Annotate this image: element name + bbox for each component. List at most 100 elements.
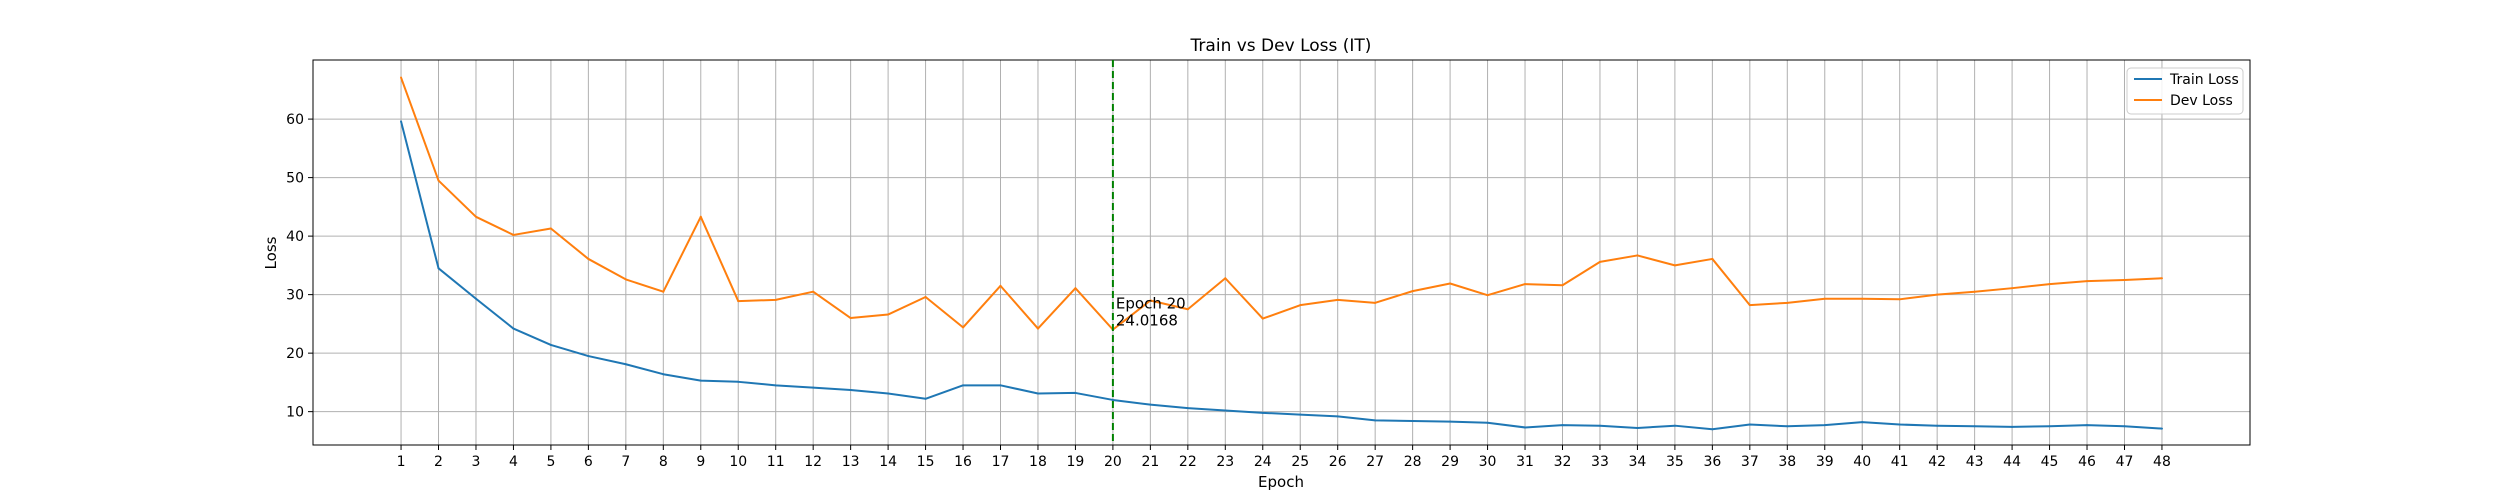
data-point-dev-loss: [400, 76, 403, 79]
y-tick-label: 50: [286, 171, 304, 187]
data-point-dev-loss: [962, 326, 965, 329]
x-tick-label: 1: [397, 454, 406, 470]
data-point-dev-loss: [774, 298, 777, 301]
x-tick-label: 6: [584, 454, 593, 470]
x-tick-label: 30: [1479, 454, 1497, 470]
data-point-train-loss: [1673, 424, 1676, 427]
x-tick-label: 39: [1816, 454, 1834, 470]
data-point-dev-loss: [1673, 264, 1676, 267]
data-point-train-loss: [2123, 425, 2126, 428]
data-point-dev-loss: [1898, 298, 1901, 301]
data-point-train-loss: [737, 380, 740, 383]
data-point-dev-loss: [662, 290, 665, 293]
data-point-dev-loss: [1973, 290, 1976, 293]
data-point-train-loss: [1186, 407, 1189, 410]
data-point-dev-loss: [2011, 287, 2014, 290]
x-tick-label: 28: [1404, 454, 1422, 470]
y-tick-label: 20: [286, 346, 304, 362]
legend-label-train-loss: Train Loss: [2169, 72, 2239, 88]
plot-area-frame: [312, 59, 2251, 446]
data-point-dev-loss: [2160, 277, 2163, 280]
y-tick-label: 40: [286, 229, 304, 245]
data-point-train-loss: [699, 379, 702, 382]
data-point-dev-loss: [1524, 283, 1527, 286]
data-point-train-loss: [1149, 403, 1152, 406]
data-point-train-loss: [1561, 424, 1564, 427]
data-point-train-loss: [1336, 415, 1339, 418]
x-tick-label: 20: [1104, 454, 1122, 470]
data-point-train-loss: [2048, 425, 2051, 428]
data-point-train-loss: [1786, 425, 1789, 428]
x-tick-label: 48: [2153, 454, 2171, 470]
data-point-dev-loss: [1861, 297, 1864, 300]
data-point-train-loss: [474, 297, 477, 300]
x-tick-label: 40: [1853, 454, 1871, 470]
x-tick-label: 2: [434, 454, 443, 470]
x-tick-label: 15: [917, 454, 935, 470]
x-tick-label: 37: [1741, 454, 1759, 470]
data-point-dev-loss: [1186, 308, 1189, 311]
data-point-dev-loss: [474, 215, 477, 218]
x-tick-label: 5: [546, 454, 555, 470]
data-point-train-loss: [999, 384, 1002, 387]
y-axis-label: Loss: [262, 236, 280, 269]
data-point-train-loss: [1299, 413, 1302, 416]
y-tick-label: 30: [286, 288, 304, 304]
data-point-dev-loss: [1486, 294, 1489, 297]
data-point-train-loss: [849, 389, 852, 391]
data-point-dev-loss: [1936, 293, 1939, 296]
data-point-train-loss: [1861, 421, 1864, 424]
x-tick-label: 42: [1928, 454, 1946, 470]
data-point-train-loss: [1486, 421, 1489, 424]
y-tick-label: 60: [286, 112, 304, 128]
data-point-train-loss: [437, 267, 440, 270]
y-axis: 10 20 30 40 50 60: [286, 112, 313, 421]
annotation-value-label: 24.0168: [1116, 312, 1178, 330]
data-point-dev-loss: [1374, 301, 1377, 304]
data-point-train-loss: [1748, 423, 1751, 426]
series-line-dev-loss: [400, 77, 2163, 331]
x-tick-label: 33: [1591, 454, 1609, 470]
x-tick-label: 41: [1891, 454, 1909, 470]
data-point-train-loss: [1898, 423, 1901, 426]
data-point-train-loss: [1598, 424, 1601, 427]
data-point-train-loss: [1449, 420, 1452, 423]
data-point-dev-loss: [1786, 301, 1789, 304]
chart-title: Train vs Dev Loss (IT): [1190, 36, 1372, 56]
x-tick-label: 16: [954, 454, 972, 470]
x-axis: 1 2 3 4 5 6 7 8 9 10 11 12 13 14 15 16 17 18 19 20 21 22 23 24 2…: [397, 445, 2171, 470]
data-point-train-loss: [587, 355, 590, 358]
data-point-dev-loss: [549, 227, 552, 230]
y-tick-label: 10: [286, 405, 304, 421]
data-point-dev-loss: [2086, 280, 2089, 283]
data-point-train-loss: [624, 363, 627, 366]
x-tick-label: 10: [729, 454, 747, 470]
data-point-dev-loss: [2123, 279, 2126, 281]
x-tick-label: 19: [1067, 454, 1085, 470]
data-point-dev-loss: [1299, 304, 1302, 307]
x-tick-label: 45: [2041, 454, 2059, 470]
data-point-train-loss: [1411, 420, 1414, 423]
series-line-train-loss: [400, 121, 2163, 431]
data-point-dev-loss: [1636, 254, 1639, 257]
data-point-train-loss: [924, 397, 927, 400]
data-point-dev-loss: [812, 290, 815, 293]
data-point-dev-loss: [437, 179, 440, 182]
x-tick-label: 14: [879, 454, 897, 470]
x-tick-label: 3: [472, 454, 481, 470]
data-point-train-loss: [2011, 425, 2014, 428]
data-point-dev-loss: [1036, 327, 1039, 330]
data-point-train-loss: [774, 384, 777, 387]
data-point-dev-loss: [1261, 317, 1264, 320]
data-point-train-loss: [1374, 419, 1377, 422]
x-tick-label: 17: [992, 454, 1010, 470]
grid: [313, 60, 2250, 445]
x-tick-label: 27: [1366, 454, 1384, 470]
data-point-train-loss: [1261, 411, 1264, 414]
x-tick-label: 38: [1778, 454, 1796, 470]
x-tick-label: 25: [1291, 454, 1309, 470]
x-tick-label: 31: [1516, 454, 1534, 470]
data-point-train-loss: [887, 392, 890, 395]
data-point-dev-loss: [1748, 304, 1751, 307]
data-point-dev-loss: [1711, 257, 1714, 260]
